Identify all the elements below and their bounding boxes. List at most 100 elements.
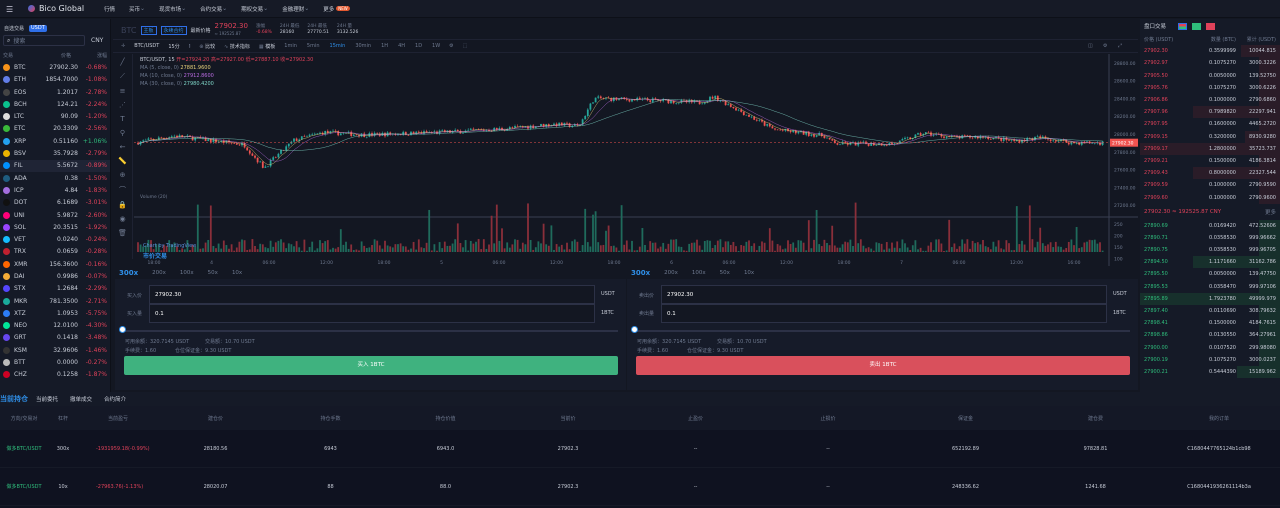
buy-qty-input[interactable]: 0.1 xyxy=(149,304,595,323)
coin-row[interactable]: DAI 0.9986 -0.07% xyxy=(0,270,110,282)
coin-row[interactable]: ADA 0.38 -1.50% xyxy=(0,172,110,184)
fullscreen-chart-icon[interactable]: ⬚ xyxy=(462,43,468,49)
timeframe-1D[interactable]: 1D xyxy=(415,43,423,49)
coin-row[interactable]: LTC 90.09 -1.20% xyxy=(0,110,110,122)
chart-settings-icon[interactable]: ⚙ xyxy=(1103,43,1108,49)
timeframe-30min[interactable]: 30min xyxy=(355,43,372,49)
coin-row[interactable]: BTT 0.0000 -0.27% xyxy=(0,356,110,368)
timeframe-4H[interactable]: 4H xyxy=(398,43,406,49)
coin-row[interactable]: SOL 20.3515 -1.92% xyxy=(0,221,110,233)
asks-row[interactable]: 27909.17 1.2800000 35723.737 xyxy=(1140,142,1280,155)
buy-amount-slider[interactable] xyxy=(123,330,618,332)
buy-submit-button[interactable]: 买入 1BTC xyxy=(124,356,618,375)
fib-tool-icon[interactable]: ≡ xyxy=(119,87,126,95)
sell-slider-knob[interactable] xyxy=(631,326,638,333)
timeframe-1W[interactable]: 1W xyxy=(432,43,441,49)
bids-row[interactable]: 27900.00 0.0107520 299.98080 xyxy=(1140,341,1280,354)
nav-spot[interactable]: 现货市场 xyxy=(159,6,182,13)
settings-icon[interactable]: ⚙ xyxy=(449,43,454,49)
leverage-200x[interactable]: 200x xyxy=(152,269,166,276)
asks-row[interactable]: 27909.60 0.1000000 2790.9600 xyxy=(1140,191,1280,204)
positions-tab[interactable]: 撤单成交 xyxy=(70,397,93,403)
coin-row[interactable]: ETH 1854.7000 -1.08% xyxy=(0,74,110,86)
sell-qty-input[interactable]: 0.1 xyxy=(661,304,1107,323)
timeframe-1H[interactable]: 1H xyxy=(381,43,389,49)
coin-row[interactable]: GRT 0.1418 -3.48% xyxy=(0,332,110,344)
bids-row[interactable]: 27890.75 0.0358530 999.96705 xyxy=(1140,244,1280,257)
coin-row[interactable]: BTC 27902.30 -0.68% xyxy=(0,61,110,73)
asks-row[interactable]: 27902.30 0.3599999 10044.815 xyxy=(1140,45,1280,58)
back-arrow-icon[interactable]: ← xyxy=(119,143,126,151)
bids-row[interactable]: 27895.53 0.0358470 999.97106 xyxy=(1140,280,1280,293)
buy-slider-knob[interactable] xyxy=(119,326,126,333)
timeframe-5min[interactable]: 5min xyxy=(306,43,320,49)
leverage-10x[interactable]: 10x xyxy=(743,269,755,276)
asks-row[interactable]: 27902.97 0.1075270 3000.3226 xyxy=(1140,57,1280,70)
coin-row[interactable]: NEO 12.0100 -4.30% xyxy=(0,320,110,332)
asks-row[interactable]: 27907.96 0.7989820 22297.941 xyxy=(1140,106,1280,119)
ruler-icon[interactable]: 📏 xyxy=(118,157,127,165)
asks-row[interactable]: 27905.50 0.0050000 139.52750 xyxy=(1140,69,1280,82)
nav-market[interactable]: 行情 xyxy=(104,6,116,13)
leverage-10x[interactable]: 10x xyxy=(231,269,243,276)
asks-row[interactable]: 27909.21 0.1500000 4186.3814 xyxy=(1140,154,1280,168)
coin-row[interactable]: ICP 4.84 -1.83% xyxy=(0,184,110,196)
trendline-tool-icon[interactable]: ╱ xyxy=(120,58,125,66)
templates-button[interactable]: ▦ 模板 xyxy=(258,43,276,50)
bids-row[interactable]: 27900.19 0.1075270 3000.0237 xyxy=(1140,353,1280,366)
trash-icon[interactable]: 🗑 xyxy=(118,229,127,237)
coin-row[interactable]: EOS 1.2017 -2.78% xyxy=(0,86,110,98)
leverage-100x[interactable]: 100x xyxy=(179,269,194,276)
bids-row[interactable]: 27898.86 0.0130550 364.27961 xyxy=(1140,329,1280,342)
coin-row[interactable]: ETC 20.3309 -2.56% xyxy=(0,123,110,135)
coin-row[interactable]: MKR 781.3500 -2.71% xyxy=(0,295,110,307)
nav-finance[interactable]: 金融理财 xyxy=(282,6,305,13)
coin-row[interactable]: CHZ 0.1258 -1.87% xyxy=(0,369,110,381)
asks-row[interactable]: 27909.15 0.3200000 8930.9280 xyxy=(1140,130,1280,143)
coin-row[interactable]: TRX 0.0659 -0.28% xyxy=(0,246,110,258)
expand-icon[interactable]: ⤢ xyxy=(1118,43,1123,49)
view-bids-icon[interactable] xyxy=(1192,22,1202,30)
text-tool-icon[interactable]: T xyxy=(120,115,125,123)
compare-button[interactable]: ⊕ 比较 xyxy=(199,43,216,50)
zoom-icon[interactable]: ⊕ xyxy=(119,171,126,179)
ray-tool-icon[interactable]: ⟋ xyxy=(120,72,125,80)
coin-row[interactable]: STX 1.2684 -2.29% xyxy=(0,283,110,295)
bids-row[interactable]: 27890.71 0.0358530 999.96662 xyxy=(1140,231,1280,244)
brand-logo[interactable]: Bico Global xyxy=(28,4,90,13)
view-asks-icon[interactable] xyxy=(1206,22,1216,30)
nav-buy-crypto[interactable]: 买币 xyxy=(129,6,141,13)
bids-row[interactable]: 27897.40 0.0110690 308.79632 xyxy=(1140,304,1280,318)
bids-row[interactable]: 27895.89 1.7923780 49999.979 xyxy=(1140,292,1280,305)
view-both-icon[interactable] xyxy=(1178,22,1188,30)
positions-tab[interactable]: 合约简介 xyxy=(104,397,127,403)
more-link[interactable]: 更多 xyxy=(1264,209,1276,216)
coin-row[interactable]: XRP 0.51160 +1.06% xyxy=(0,135,110,147)
sort-price[interactable]: 价格 xyxy=(60,52,71,59)
hamburger-menu-icon[interactable]: ☰ xyxy=(6,5,14,14)
coin-row[interactable]: KSM 32.9606 -1.46% xyxy=(0,344,110,356)
leverage-50x[interactable]: 50x xyxy=(719,269,730,276)
bids-row[interactable]: 27890.69 0.0169420 472.52606 xyxy=(1140,219,1280,232)
coin-row[interactable]: XMR 156.3600 -0.16% xyxy=(0,258,110,270)
nav-options[interactable]: 期权交易 xyxy=(241,6,264,13)
asks-row[interactable]: 27906.86 0.1000000 2790.6860 xyxy=(1140,93,1280,107)
coin-row[interactable]: VET 0.0240 -0.24% xyxy=(0,233,110,245)
pattern-tool-icon[interactable]: ⋰ xyxy=(119,101,126,109)
pair-selector[interactable]: BTC/USDT xyxy=(134,43,160,49)
nav-contract[interactable]: 合约交易 xyxy=(200,6,223,13)
coin-row[interactable]: FIL 5.5672 -0.89% xyxy=(0,159,110,172)
position-row[interactable]: 做多BTC/USDT 300x -1931959.18(-0.99%) 28180.5… xyxy=(0,430,1280,468)
tab-usdt[interactable]: USDT xyxy=(29,25,47,32)
indicators-button[interactable]: ∿ 技术指标 xyxy=(224,43,250,50)
bids-row[interactable]: 27894.50 1.1171660 31162.786 xyxy=(1140,256,1280,269)
candlestick-chart[interactable]: 28800.00 28600.00 28400.00 28200.00 28000.00… xyxy=(134,54,1138,266)
bids-row[interactable]: 27895.50 0.0050000 139.47750 xyxy=(1140,268,1280,281)
camera-icon[interactable]: ◫ xyxy=(1088,43,1093,49)
asks-row[interactable]: 27909.43 0.8000000 22327.544 xyxy=(1140,167,1280,180)
interval-selector[interactable]: 15分 xyxy=(168,43,180,50)
measure-tool-icon[interactable]: ⚲ xyxy=(119,129,126,137)
asks-row[interactable]: 27909.59 0.1000000 2790.9590 xyxy=(1140,179,1280,192)
currency-toggle[interactable]: CNY xyxy=(91,37,104,44)
tab-favorites[interactable]: 自选交易 xyxy=(4,26,25,32)
